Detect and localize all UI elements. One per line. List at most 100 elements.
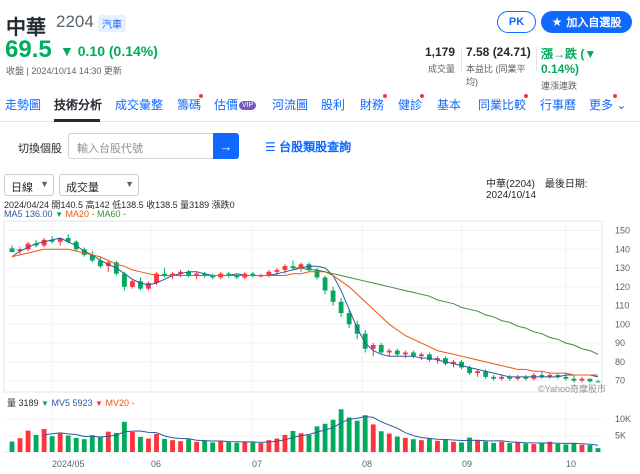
price-tick-label: 130 (615, 263, 630, 273)
candle-body (539, 374, 545, 377)
volume-bar (282, 434, 288, 452)
volume-bar (113, 432, 119, 452)
time-tick-label: 08 (362, 459, 372, 469)
period-select[interactable]: 日線 ▼ (4, 174, 54, 196)
tab-dividend[interactable]: 股利 (321, 98, 346, 112)
volume-bar (258, 443, 264, 452)
candle-body (451, 361, 456, 364)
tab-transactions[interactable]: 成交彙整 (115, 98, 164, 112)
candle-body (547, 374, 553, 377)
tab-financials[interactable]: 財務 (360, 98, 385, 112)
chevron-down-icon: ▼ (40, 179, 49, 189)
volume-bar (49, 436, 55, 452)
tab-technical[interactable]: 技術分析 (54, 98, 103, 112)
add-watchlist-label: 加入自選股 (566, 17, 622, 29)
candle-body (81, 249, 87, 255)
stock-search-row: 切換個股 輸入台股代號 → ☰ 台股類股查詢 (0, 132, 640, 162)
volume-bar (266, 440, 272, 452)
candle-body (306, 264, 312, 270)
stat-pe-ratio: 7.58 (24.71) 本益比 (同業平均) (466, 45, 532, 88)
tab-valuation[interactable]: 估價 VIP (214, 96, 257, 113)
volume-bar (451, 441, 456, 452)
volume-bar (467, 437, 472, 452)
tab-more[interactable]: 更多 ⌄ (589, 96, 626, 113)
volume-bar (571, 443, 577, 452)
candle-body (162, 273, 167, 276)
tab-bar: 走勢圖 技術分析 成交彙整 籌碼 估價 VIP 河流圖 股利 財務 健診 基本 同… (0, 88, 640, 122)
ma60-legend: MA60 - (97, 209, 127, 219)
candle-body (322, 277, 328, 291)
volume-bar (162, 438, 167, 452)
candle-body (250, 273, 256, 276)
mv20-legend: MV20 - (105, 398, 135, 408)
volume-bar (402, 437, 408, 452)
vip-badge: VIP (239, 101, 257, 110)
tab-health[interactable]: 健診 (398, 98, 423, 112)
candle-body (443, 358, 448, 364)
volume-bar (563, 444, 569, 452)
candle-body (178, 271, 183, 274)
candle-body (555, 374, 561, 377)
sector-query-link[interactable]: ☰ 台股類股查詢 (265, 138, 351, 155)
volume-bar (41, 429, 47, 452)
candle-body (194, 273, 200, 276)
volume-bar (394, 436, 400, 452)
category-badge[interactable]: 汽車 (98, 15, 126, 32)
price-tick-label: 110 (615, 301, 629, 311)
ma5-line (11, 237, 599, 378)
stat-label: 本益比 (同業平均) (466, 64, 526, 87)
volume-bar (130, 431, 135, 452)
ma-legend: MA5 136.00 ▼ MA20 - MA60 - (4, 209, 126, 219)
price-tick-label: 80 (615, 357, 625, 367)
candle-body (121, 273, 127, 287)
candle-body (9, 248, 15, 253)
volume-bar (146, 438, 151, 452)
indicator-select[interactable]: 成交量 ▼ (59, 174, 139, 196)
volume-bar (314, 426, 320, 452)
volume-bar (154, 433, 159, 452)
candle-body (89, 254, 95, 261)
volume-bar (242, 441, 248, 452)
add-watchlist-button[interactable]: ★ 加入自選股 (541, 11, 632, 33)
down-arrow-icon: ▼ (95, 399, 103, 408)
candle-body (138, 281, 143, 289)
volume-bar (9, 441, 15, 452)
time-tick-label: 10 (566, 459, 576, 469)
tab-river[interactable]: 河流圖 (272, 98, 309, 112)
technical-chart[interactable]: 150 140 130 120 110 100 90 80 70 ©Yahoo奇摩股市 10K 5… (0, 218, 640, 474)
candle-body (314, 269, 320, 278)
tab-calendar[interactable]: 行事曆 (540, 98, 577, 112)
candle-body (467, 367, 472, 374)
tab-trend[interactable]: 走勢圖 (5, 98, 42, 112)
volume-bar (234, 442, 240, 452)
stat-label: 連漲連跌 (541, 81, 578, 91)
volume-bar (346, 417, 352, 452)
stock-search-input[interactable]: 輸入台股代號 (68, 133, 214, 159)
search-submit-button[interactable]: → (213, 133, 239, 159)
volume-bar (386, 433, 392, 452)
candle-body (362, 333, 368, 349)
chevron-down-icon: ▼ (125, 179, 134, 189)
candle-body (282, 266, 288, 270)
tab-chips[interactable]: 籌碼 (177, 98, 202, 112)
ma5-legend: MA5 136.00 (4, 209, 53, 219)
volume-bar (210, 442, 216, 452)
volume-bar (89, 435, 95, 452)
volume-bar (378, 431, 384, 452)
stat-value: 1,179 (424, 45, 455, 59)
tab-valuation-label: 估價 (214, 98, 239, 112)
candle-body (587, 378, 593, 382)
tab-basic[interactable]: 基本 (437, 98, 462, 112)
mv5-legend: MV5 5923 (51, 398, 93, 408)
tab-peer-comparison[interactable]: 同業比較 (478, 98, 527, 112)
volume-bar (362, 415, 368, 452)
pk-button[interactable]: PK (497, 11, 536, 33)
candle-body (483, 371, 489, 377)
time-tick-label: 07 (252, 459, 262, 469)
volume-bar (370, 424, 376, 452)
candle-body (523, 376, 529, 379)
candle-body (378, 344, 384, 353)
volume-bar (322, 423, 328, 452)
volume-bar (587, 445, 593, 452)
mv5-line (44, 415, 599, 446)
